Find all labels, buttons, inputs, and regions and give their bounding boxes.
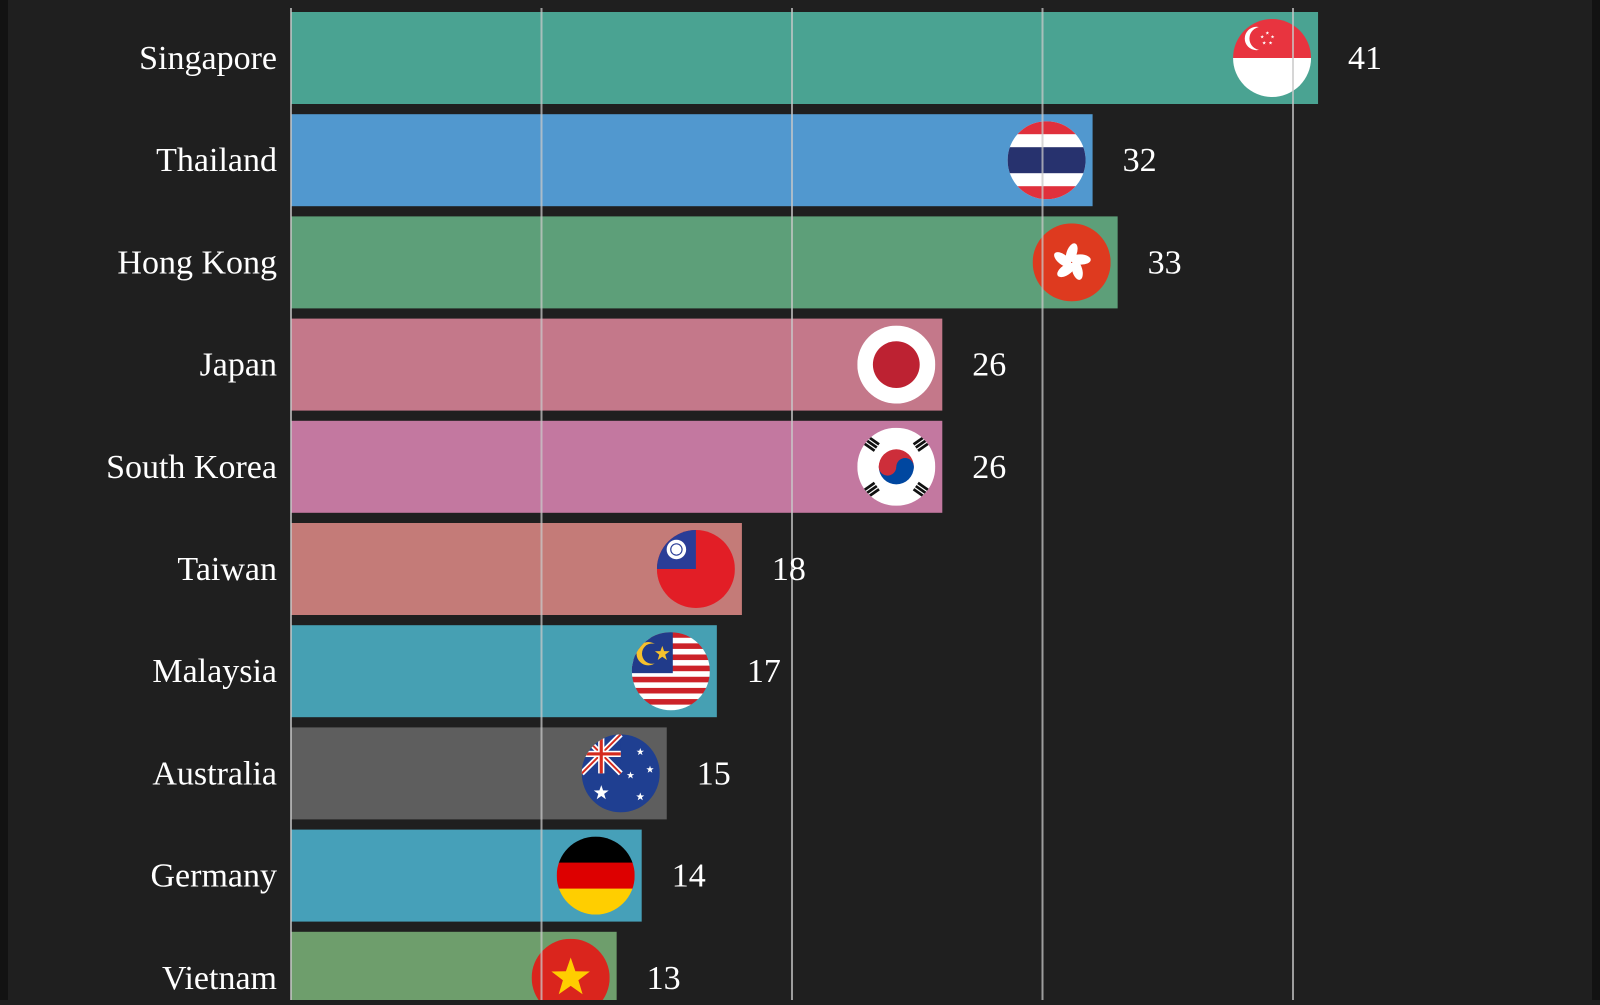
singapore-flag-icon	[1233, 19, 1312, 97]
left-border	[0, 0, 8, 1000]
bar-label-hong-kong: Hong Kong	[117, 244, 277, 281]
vietnam-flag-icon	[531, 938, 610, 1005]
hong-kong-flag-icon	[1032, 223, 1111, 302]
gridlines-group	[290, 8, 1294, 1000]
value-label-australia: 15	[697, 755, 731, 792]
value-label-germany: 14	[672, 858, 706, 895]
value-label-malaysia: 17	[747, 653, 781, 690]
value-label-hong-kong: 33	[1148, 244, 1182, 281]
labels-group: Singapore 41 Thailand 32 Hong Kong 33 Japan 26 S…	[106, 40, 1382, 997]
value-label-taiwan: 18	[772, 551, 806, 588]
australia-flag-icon	[581, 734, 660, 813]
right-border	[1592, 0, 1600, 1000]
bar-japan	[291, 318, 943, 411]
value-label-thailand: 32	[1123, 142, 1157, 179]
value-label-singapore: 41	[1348, 40, 1382, 77]
value-label-vietnam: 13	[647, 960, 681, 997]
bar-label-south-korea: South Korea	[106, 449, 277, 486]
bar-hong-kong	[291, 216, 1118, 309]
bar-label-australia: Australia	[152, 755, 277, 792]
bar-label-taiwan: Taiwan	[177, 551, 277, 588]
bars-group	[291, 12, 1319, 1005]
thailand-flag-icon	[1007, 121, 1086, 200]
bar-label-malaysia: Malaysia	[152, 653, 277, 690]
bar-south-korea	[291, 420, 943, 513]
malaysia-flag-icon	[631, 632, 710, 711]
bar-label-vietnam: Vietnam	[162, 960, 277, 997]
bar-label-singapore: Singapore	[139, 40, 277, 77]
taiwan-flag-icon	[656, 530, 735, 608]
south-korea-flag-icon	[857, 427, 936, 506]
value-label-south-korea: 26	[972, 449, 1006, 486]
bar-label-thailand: Thailand	[156, 142, 277, 179]
value-label-japan: 26	[972, 347, 1006, 384]
bar-singapore	[291, 12, 1319, 104]
japan-flag-icon	[857, 325, 936, 404]
bar-thailand	[291, 114, 1093, 207]
germany-flag-icon	[556, 836, 635, 915]
bar-label-japan: Japan	[200, 347, 277, 384]
bar-label-germany: Germany	[150, 858, 277, 895]
